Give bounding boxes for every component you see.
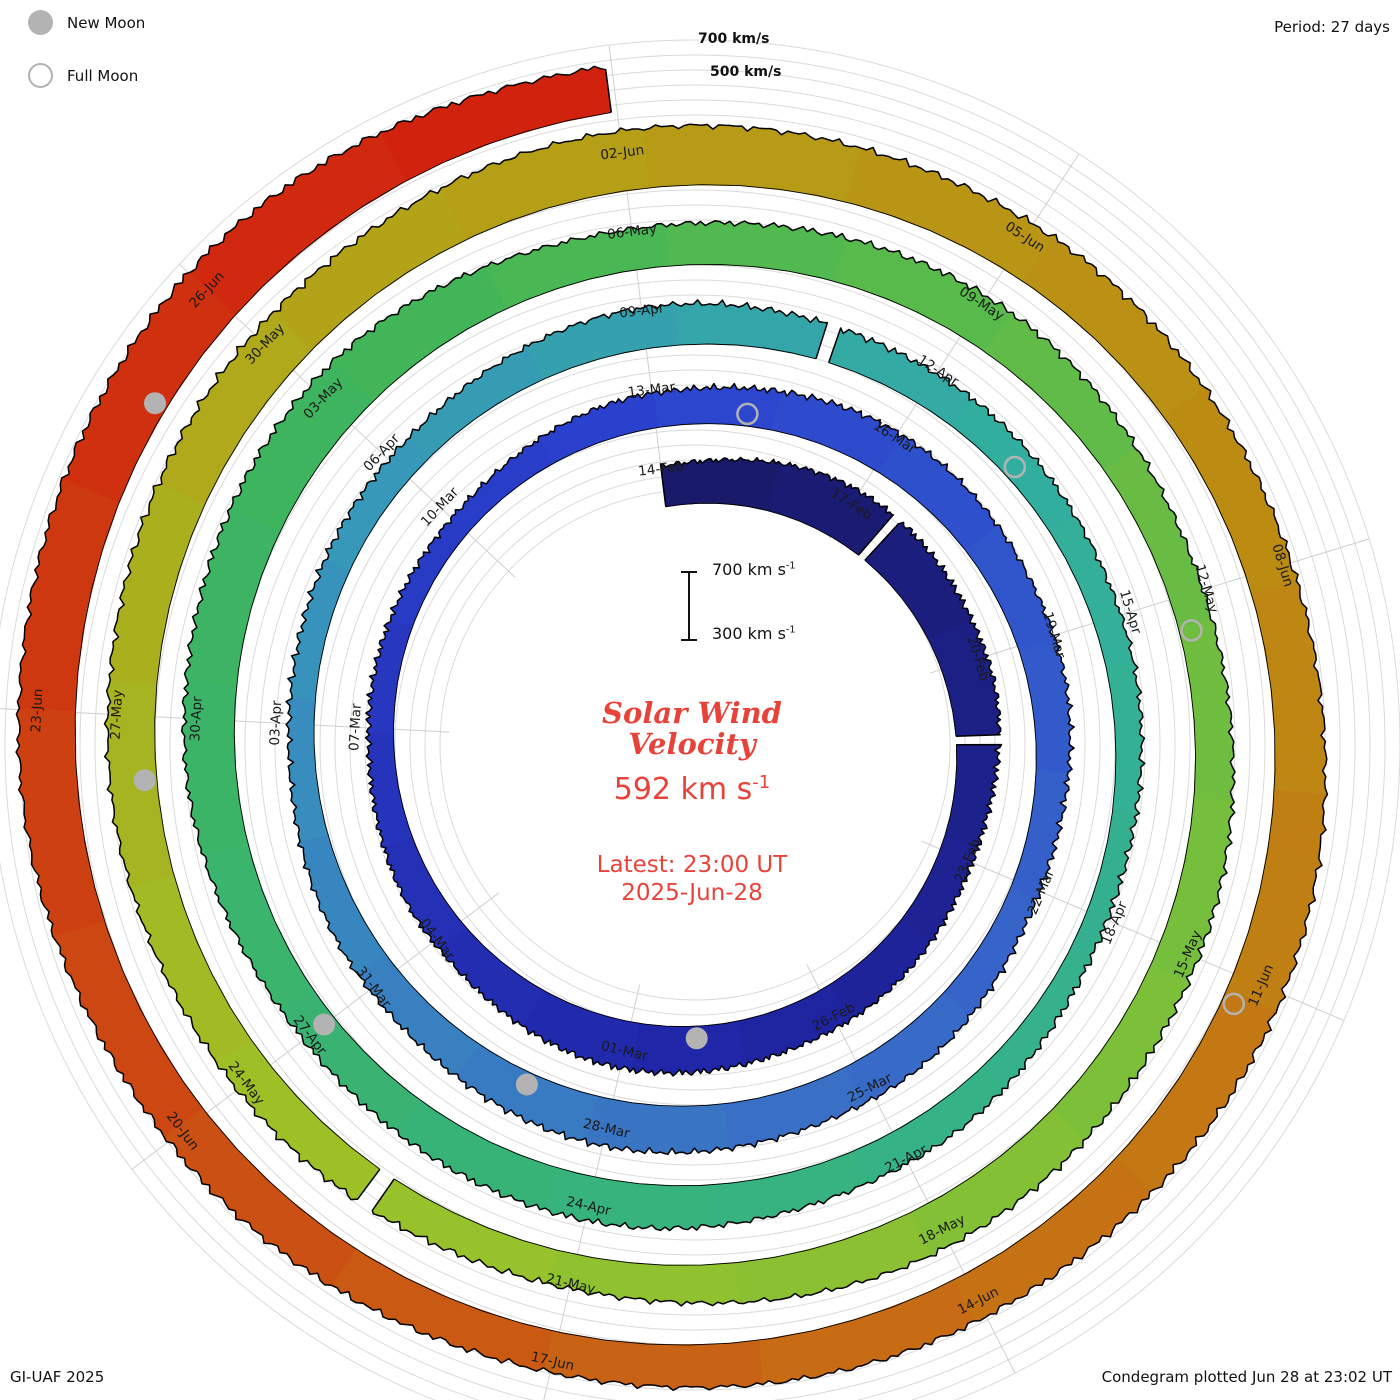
chart-title-line1: Solar Wind xyxy=(602,696,782,730)
current-velocity-value: 592 km s-1 xyxy=(597,772,788,807)
grid-circle xyxy=(4,54,1386,1400)
latest-timestamp: Latest: 23:00 UT 2025-Jun-28 xyxy=(597,851,788,907)
latest-date-line: 2025-Jun-28 xyxy=(621,880,763,907)
velocity-band-segment xyxy=(943,888,1036,1016)
chart-title: Solar Wind Velocity xyxy=(597,696,788,762)
scale-bar-layer xyxy=(681,571,697,641)
band-layer xyxy=(15,65,1329,1392)
moon-layer xyxy=(133,392,1246,1096)
velocity-band-segment xyxy=(543,1330,764,1391)
new-moon-marker xyxy=(685,1027,708,1050)
velocity-band-segment xyxy=(390,517,468,628)
moon-legend: New Moon Full Moon xyxy=(28,10,145,116)
velocity-band-baseline xyxy=(313,343,1037,1107)
grid-spoke xyxy=(828,153,1080,539)
velocity-band-segment xyxy=(1019,640,1075,773)
new-moon-marker xyxy=(515,1073,538,1096)
date-label: 07-Mar xyxy=(346,703,364,752)
grid-spoke xyxy=(930,538,1370,674)
legend-new-moon: New Moon xyxy=(28,10,145,35)
period-label: Period: 27 days xyxy=(1274,18,1390,36)
full-moon-marker xyxy=(736,402,759,426)
scalebar-top-label: 700 km s-1 xyxy=(712,560,795,579)
outer-scale-label-700: 700 km/s xyxy=(698,31,770,47)
scalebar-bottom-label: 300 km s-1 xyxy=(712,624,795,643)
scalebar-bottom-exp: -1 xyxy=(785,624,796,636)
new-moon-marker xyxy=(133,769,156,792)
date-label: 14-Feb xyxy=(637,458,685,479)
full-moon-label: Full Moon xyxy=(67,66,139,85)
latest-time-line: Latest: 23:00 UT xyxy=(596,852,788,879)
velocity-band-segment xyxy=(409,344,544,459)
current-velocity-text: 592 km s xyxy=(613,772,753,808)
date-label: 23-Jun xyxy=(28,688,46,733)
velocity-band-outline xyxy=(180,220,1236,1307)
new-moon-marker xyxy=(313,1013,336,1036)
center-annotations: Solar Wind Velocity 592 km s-1 Latest: 2… xyxy=(597,696,788,907)
plotted-timestamp-label: Condegram plotted Jun 28 at 23:02 UT xyxy=(1101,1368,1392,1386)
date-label: 03-Apr xyxy=(267,700,285,746)
velocity-band-segment xyxy=(450,435,553,535)
full-moon-icon xyxy=(28,63,53,88)
velocity-band-segment xyxy=(184,507,281,686)
velocity-band-segment xyxy=(285,698,329,842)
velocity-band-segment xyxy=(538,391,659,465)
velocity-band-outline xyxy=(285,299,1075,1156)
full-moon-marker xyxy=(1003,455,1027,479)
velocity-band-baseline xyxy=(233,264,1197,1266)
velocity-band-segment xyxy=(1250,580,1328,795)
date-label: 06-May xyxy=(606,221,658,243)
date-label: 13-Mar xyxy=(627,379,677,401)
outer-scale-label-500: 500 km/s xyxy=(710,64,782,80)
velocity-band-baseline xyxy=(665,502,859,556)
current-velocity-exp: -1 xyxy=(752,772,771,794)
new-moon-icon xyxy=(28,10,53,35)
attribution-label: GI-UAF 2025 xyxy=(10,1368,105,1386)
date-label: 09-Apr xyxy=(618,300,665,321)
date-label: 30-Apr xyxy=(187,696,205,742)
velocity-band-segment xyxy=(365,731,413,848)
velocity-scale-bar xyxy=(681,571,697,641)
new-moon-marker xyxy=(144,392,166,415)
velocity-band-segment xyxy=(17,477,120,712)
new-moon-label: New Moon xyxy=(67,13,146,32)
velocity-band-outline xyxy=(15,65,1329,1392)
velocity-band-outline xyxy=(864,521,1002,737)
velocity-band-segment xyxy=(521,990,640,1073)
full-moon-marker xyxy=(1180,619,1203,642)
scalebar-top-text: 700 km s xyxy=(712,560,786,579)
velocity-band-outline xyxy=(659,456,895,556)
date-label: 27-May xyxy=(108,689,127,740)
velocity-band-segment xyxy=(15,707,105,937)
legend-full-moon: Full Moon xyxy=(28,63,145,88)
grid-circle xyxy=(0,39,1400,1400)
scalebar-top-exp: -1 xyxy=(785,560,796,572)
velocity-band-segment xyxy=(666,220,847,282)
scalebar-bottom-text: 300 km s xyxy=(712,624,786,643)
chart-title-line2: Velocity xyxy=(628,727,756,762)
date-label: 02-Jun xyxy=(600,142,646,163)
full-moon-marker xyxy=(1222,992,1246,1016)
velocity-band-segment xyxy=(1105,659,1146,814)
velocity-band-baseline xyxy=(74,111,1276,1346)
velocity-band-baseline xyxy=(864,559,957,737)
